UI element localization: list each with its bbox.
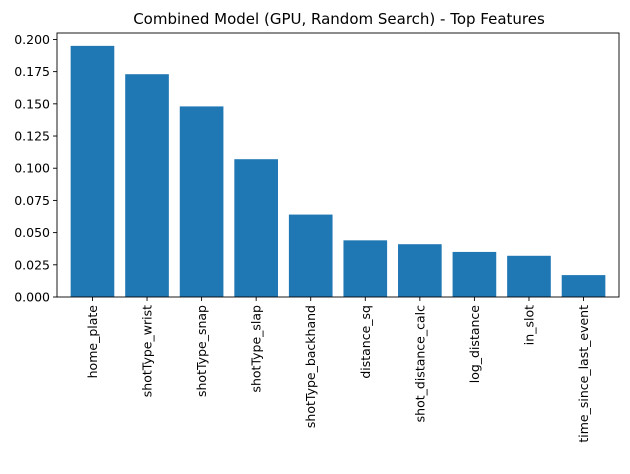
bars-group [70,45,606,298]
y-tick-label: 0.200 [14,32,50,47]
x-tick-label: distance_sq [358,305,373,379]
x-tick-label: shotType_snap [194,305,209,397]
y-tick-label: 0.150 [14,96,50,111]
y-tick-label: 0.100 [14,161,50,176]
y-tick-label: 0.175 [14,64,50,79]
bar-home-plate [70,45,115,297]
bar-shot-distance-calc [398,244,442,297]
bar-time-since-last-event [561,275,606,297]
y-axis: 0.000 0.025 0.050 0.075 0.100 0.125 0.150 0.175… [14,32,57,305]
bar-shotType-slap [234,159,278,297]
x-tick-label: in_slot [521,305,536,345]
bar-shotType-wrist [125,74,169,298]
y-tick-label: 0.075 [14,193,50,208]
x-tick-label: shot_distance_calc [412,305,427,422]
bar-shotType-snap [179,106,224,297]
bar-log-distance [452,251,497,297]
bar-distance-sq [343,240,388,297]
x-tick-label: shotType_backhand [303,305,318,428]
x-tick-label: home_plate [85,305,100,379]
y-tick-label: 0.025 [14,257,50,272]
bar-shotType-backhand [288,214,333,297]
chart-title: Combined Model (GPU, Random Search) - To… [133,10,545,28]
y-tick-label: 0.125 [14,129,50,144]
x-axis: home_plate shotType_wrist shotType_snap sho… [85,297,591,443]
x-tick-label: time_since_last_event [576,305,591,443]
plot-frame [56,32,620,298]
bar-in-slot [507,255,551,297]
x-tick-label: shotType_wrist [140,305,155,397]
x-tick-label: log_distance [467,305,482,384]
y-tick-label: 0.000 [14,290,50,305]
x-tick-label: shotType_slap [249,305,264,393]
y-tick-label: 0.050 [14,225,50,240]
